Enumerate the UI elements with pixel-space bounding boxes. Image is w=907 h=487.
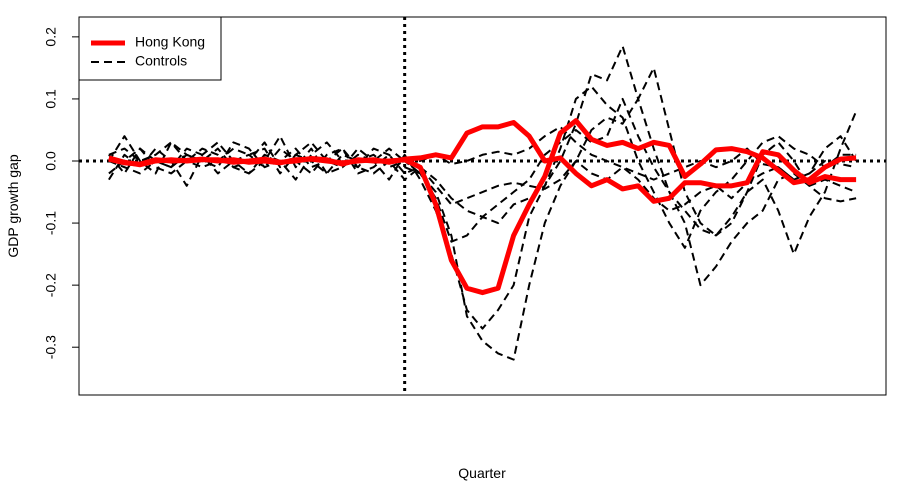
series-line [108, 97, 857, 361]
series-line [108, 45, 858, 330]
legend-label: Controls [135, 53, 187, 69]
x-axis-label: Quarter [458, 465, 506, 481]
y-tick-label: -0.3 [43, 335, 59, 359]
plot-frame [78, 16, 887, 396]
y-axis-label: GDP growth gap [5, 154, 21, 257]
series-line [108, 135, 857, 212]
series-line [108, 97, 857, 237]
series-line [108, 118, 857, 296]
legend-label: Hong Kong [135, 34, 205, 50]
y-tick-label: -0.2 [43, 273, 59, 297]
y-tick-label: -0.1 [43, 211, 59, 235]
y-tick-label: 0.2 [43, 27, 59, 47]
series-line [108, 125, 857, 181]
y-tick-label: 0.0 [43, 151, 59, 171]
legend-box [78, 16, 222, 81]
y-tick-label: 0.1 [43, 89, 59, 109]
series-line [108, 85, 857, 249]
